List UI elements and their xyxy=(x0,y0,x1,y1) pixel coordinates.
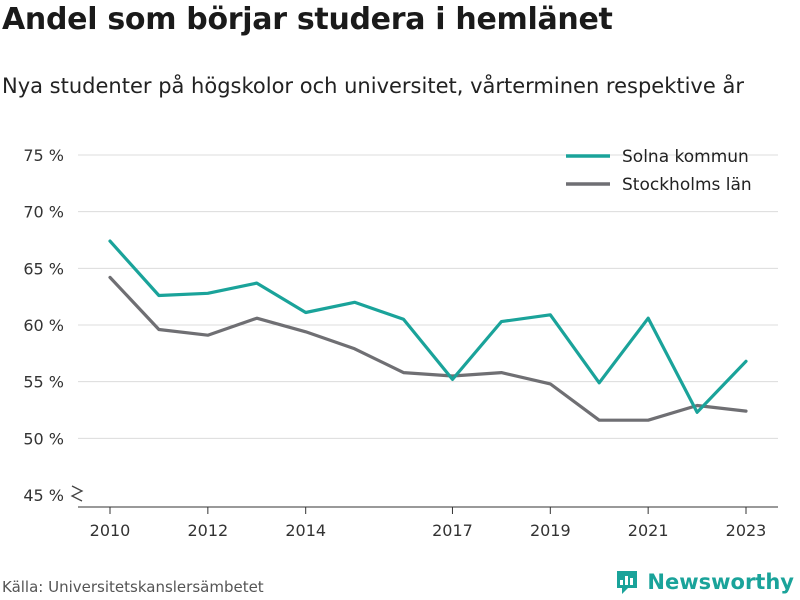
series-line-solna-kommun xyxy=(108,239,748,414)
grid-lines xyxy=(78,154,778,439)
x-tick-label: 2017 xyxy=(432,521,473,540)
y-tick-label: 60 % xyxy=(23,316,64,335)
x-tick-label: 2023 xyxy=(726,521,767,540)
legend-label: Solna kommun xyxy=(622,147,749,167)
y-tick-label: 75 % xyxy=(23,146,64,165)
axis-break-icon xyxy=(70,485,84,502)
x-tick-label: 2010 xyxy=(90,521,131,540)
newsworthy-logo-icon xyxy=(617,571,638,594)
x-tick-label: 2014 xyxy=(285,521,326,540)
line-chart: 45 %50 %55 %60 %65 %70 %75 % 2010 2012 201… xyxy=(23,146,778,540)
chart-title: Andel som börjar studera i hemlänet xyxy=(2,2,613,37)
series-line-stockholms-lan xyxy=(108,275,748,422)
y-tick-label: 55 % xyxy=(23,373,64,392)
brand-logo: Newsworthy xyxy=(615,569,794,595)
series-lines xyxy=(108,239,748,422)
y-tick-label: 45 % xyxy=(23,486,64,505)
y-tick-label: 50 % xyxy=(23,429,64,448)
chart-subtitle: Nya studenter på högskolor och universit… xyxy=(2,74,744,98)
y-tick-label: 65 % xyxy=(23,259,64,278)
brand-name: Newsworthy xyxy=(647,570,794,594)
x-tick-label: 2021 xyxy=(628,521,669,540)
y-axis-ticks: 45 % 50 % 55 % 60 % 65 % 70 % 75 % xyxy=(23,146,84,505)
x-tick-label: 2019 xyxy=(530,521,571,540)
x-tick-label: 2012 xyxy=(187,521,228,540)
y-tick-label: 70 % xyxy=(23,203,64,222)
source-note: Källa: Universitetskanslersämbetet xyxy=(2,578,264,596)
x-axis: 2010 2012 2014 2017 2019 2021 2023 xyxy=(78,506,778,540)
legend-label: Stockholms län xyxy=(622,175,752,195)
legend: Solna kommun Stockholms län xyxy=(566,147,752,195)
